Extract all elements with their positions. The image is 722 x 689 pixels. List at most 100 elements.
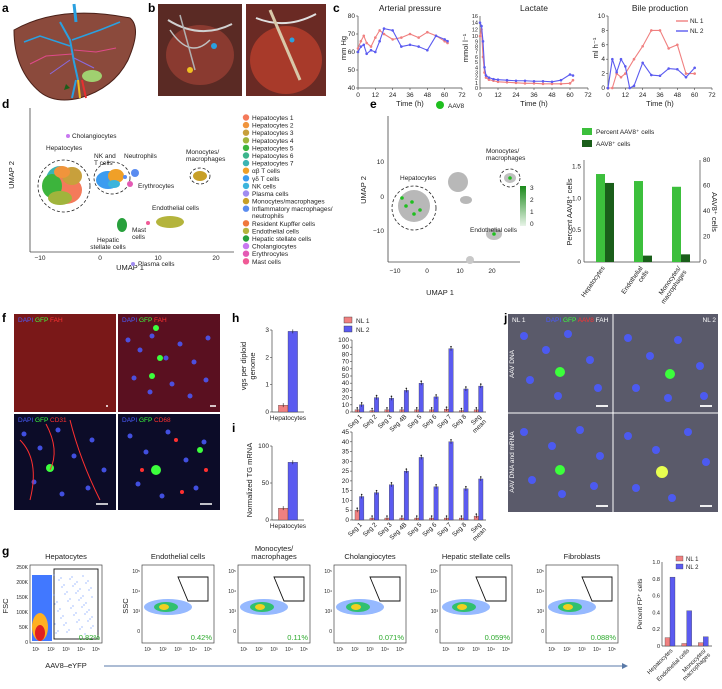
panel-c-charts: Arterial pressure mm Hg Time (h) Lactate… — [339, 3, 704, 108]
y-tick-right: 40 — [703, 208, 711, 215]
x-tick: 10⁴ — [593, 647, 601, 653]
data-point — [356, 47, 360, 50]
density-peak — [35, 625, 45, 641]
x-tick: 20 — [212, 255, 220, 262]
replicate-dot — [420, 454, 423, 457]
category-label: Seg 7 — [436, 521, 453, 538]
micrograph-fah-high — [118, 314, 220, 412]
y-tick: 10⁴ — [536, 589, 544, 595]
label-tl: DAPI GFP FAH — [18, 317, 63, 324]
event — [89, 618, 91, 620]
category-label: Seg 1 — [347, 413, 364, 430]
data-point — [417, 45, 420, 48]
x-tick: −10 — [389, 268, 400, 275]
y-tick-label: 40 — [348, 85, 356, 92]
y-tick: 10³ — [537, 609, 545, 615]
label-endothelial: Endothelial cells — [152, 205, 200, 212]
flow-title: Hepatic stellate cells — [442, 552, 511, 561]
category-label: Seg 6 — [421, 521, 438, 538]
density-core — [563, 604, 573, 610]
y-tick-label: 6 — [475, 55, 478, 61]
y-tick-label: 0 — [265, 409, 269, 416]
data-point — [481, 40, 485, 43]
gate-percent: 0.11% — [287, 633, 308, 642]
event — [74, 583, 76, 585]
x-tick: 10² — [47, 647, 55, 653]
micrograph-cd68 — [118, 414, 220, 510]
replicate-dot — [475, 513, 478, 515]
bar-percent — [634, 181, 643, 262]
replicate-dot — [375, 489, 378, 492]
gate-percent: 0.42% — [191, 633, 213, 642]
panel-e-umap: AAV8 UMAP 2 UMAP 1 −10 0 10 20 −10 0 10 … — [359, 101, 534, 297]
x-tick: 10⁴ — [77, 647, 85, 653]
replicate-dot — [360, 402, 363, 404]
panel-label-a: a — [2, 1, 9, 15]
legend-swatch — [242, 197, 250, 205]
y-tick: −10 — [373, 228, 384, 235]
y-tick-label: 4 — [475, 65, 478, 71]
category-label: Segmean — [467, 413, 489, 435]
data-point — [693, 72, 696, 75]
chart-title: Bile production — [632, 3, 689, 13]
bar-y-tick: 0.4 — [652, 610, 660, 616]
event — [79, 588, 81, 590]
y-tick: 10⁵ — [228, 569, 236, 575]
x-tick-label: 36 — [656, 92, 664, 99]
y-tick-label: 10 — [598, 13, 606, 20]
replicate-dot — [465, 386, 467, 388]
label-nkt: NK and T cells — [94, 153, 116, 167]
data-point — [568, 82, 572, 85]
data-point — [443, 39, 446, 43]
event — [57, 610, 59, 612]
label-hepatocytes: Hepatocytes — [46, 145, 83, 152]
label-stains-left: DAPI GFP AAV8 FAH — [546, 317, 609, 324]
data-point — [483, 65, 486, 69]
chart-lactate: Lactate mmol l⁻¹ Time (h) — [461, 3, 548, 108]
scale-bars — [96, 405, 216, 505]
replicate-dot — [401, 515, 403, 517]
category-hepatocytes: Hepatocytes — [270, 415, 307, 422]
data-point — [532, 79, 536, 83]
y-tick: 0 — [137, 629, 140, 635]
x-tick-label: 36 — [406, 92, 414, 99]
bar-nl2 — [478, 385, 484, 413]
event — [57, 630, 59, 632]
bar-nl2 — [403, 470, 409, 521]
category-label: Monocytes/macrophages — [654, 265, 688, 306]
x-tick-label: 72 — [708, 92, 716, 99]
category-label: Seg 5 — [406, 521, 423, 538]
y-tick: 0 — [380, 194, 384, 201]
label-nl2: NL 2 — [703, 317, 717, 324]
flow-plot: Hepatic stellate cells 0.059% 10¹ 10² 10³ 10⁴… — [430, 552, 513, 653]
x-tick-label: 48 — [548, 92, 556, 99]
x-tick: 10³ — [366, 647, 374, 653]
legend-nl2: NL 2 — [686, 565, 699, 571]
y-tick-left: 0 — [577, 259, 581, 266]
colorbar-tick: 1 — [530, 209, 534, 216]
data-point — [478, 34, 482, 38]
y-tick: 10⁴ — [228, 589, 236, 595]
panel-label-d: d — [2, 97, 9, 111]
x-axis-title: UMAP 1 — [116, 263, 144, 272]
y-axis-title-1: vgs per diploid — [239, 342, 248, 390]
data-point — [359, 45, 363, 48]
data-point — [378, 29, 381, 32]
legend-swatch — [242, 190, 250, 197]
data-point — [359, 39, 363, 43]
data-point — [400, 45, 403, 48]
category-label: Seg 2 — [362, 521, 379, 538]
x-tick: 10¹ — [336, 647, 344, 653]
label-hepatocytes: Hepatocytes — [400, 175, 437, 182]
legend-label: Hepatocytes 4 — [252, 138, 294, 145]
x-tick: 0 — [425, 268, 429, 275]
bar-nl2 — [287, 331, 298, 413]
replicate-dot — [405, 387, 408, 390]
flow-title: Hepatocytes — [45, 552, 87, 561]
label-erythrocytes: Erythrocytes — [138, 183, 175, 190]
y-tick: 0 — [25, 640, 28, 646]
flow-plot: Cholangiocytes 0.071% 10¹ 10² 10³ 10⁴ 10⁵ 10⁵ 10… — [324, 552, 407, 653]
legend-count: AAV8⁺ cells — [596, 141, 631, 148]
label-cholangiocytes: Cholangiocytes — [72, 133, 117, 140]
y-tick-label: 50 — [262, 480, 270, 487]
